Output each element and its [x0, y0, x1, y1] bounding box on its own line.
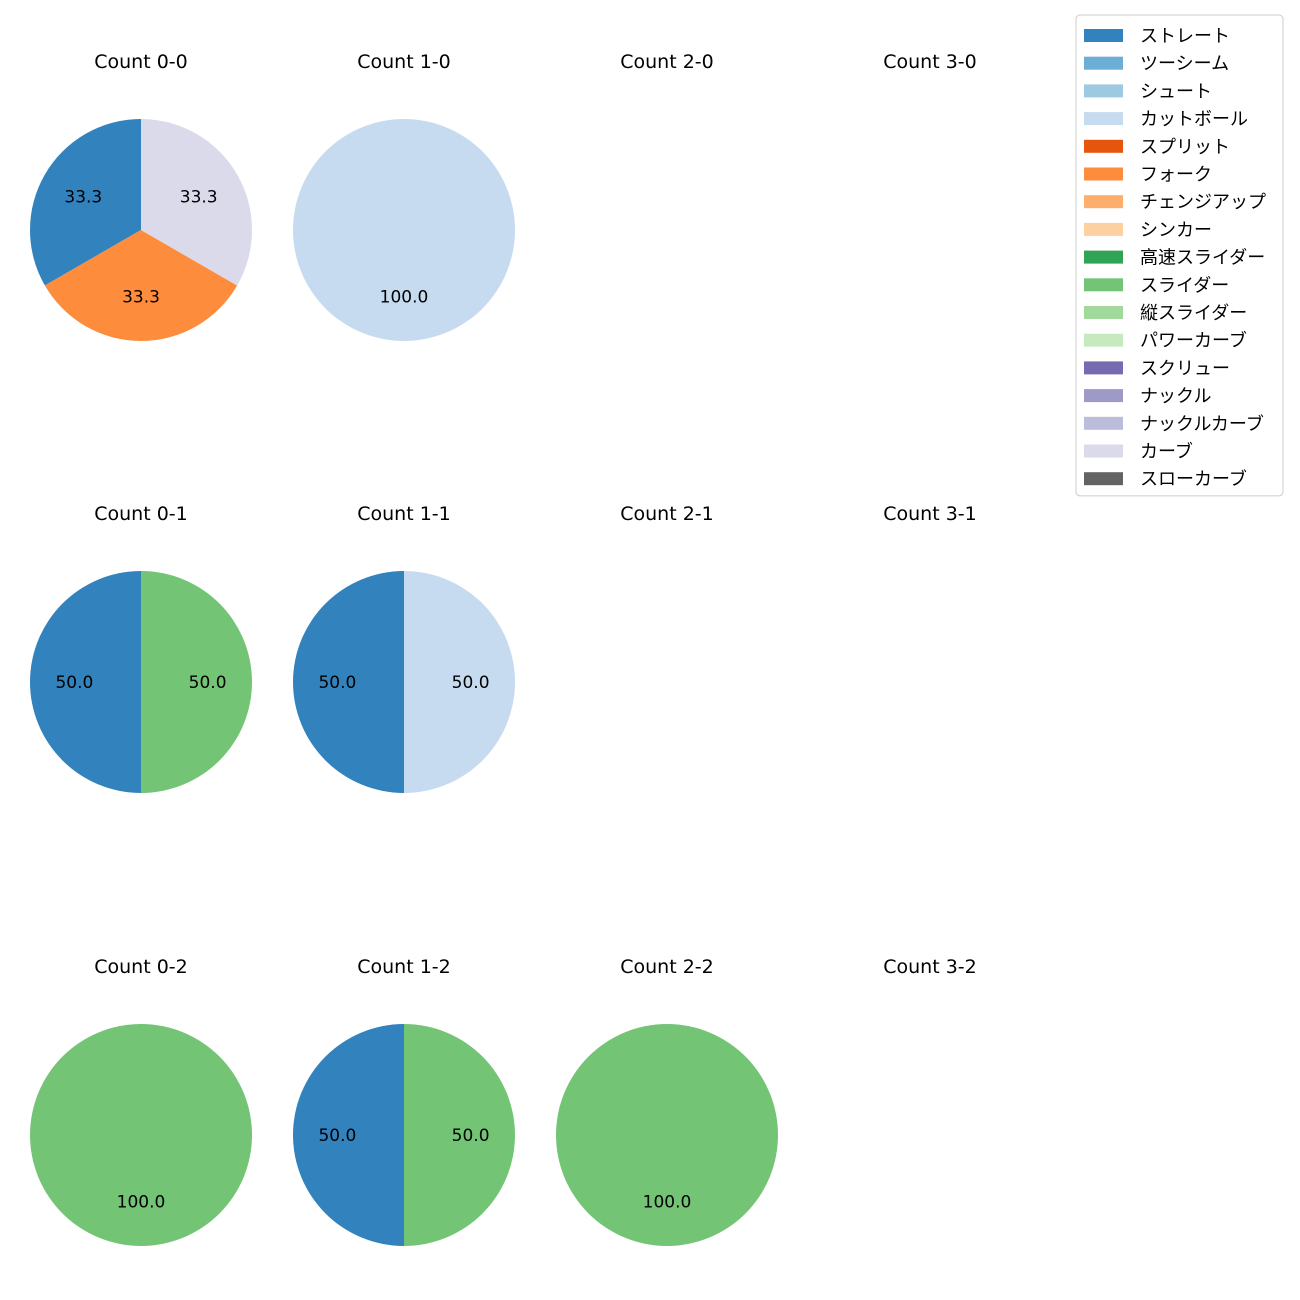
- pie-slice: [404, 571, 515, 793]
- legend-swatch: [1084, 29, 1123, 42]
- legend-label: カーブ: [1140, 441, 1193, 463]
- pie-slice: [293, 119, 515, 341]
- panel-title: Count 2-1: [620, 503, 714, 525]
- panel-title: Count 1-0: [357, 51, 451, 73]
- legend-swatch: [1084, 306, 1123, 319]
- pie-slice: [30, 571, 141, 793]
- legend-label: チェンジアップ: [1140, 192, 1266, 213]
- pie-panel: Count 3-0: [883, 51, 977, 73]
- panel-title: Count 1-1: [357, 503, 451, 525]
- legend-label: パワーカーブ: [1140, 330, 1247, 352]
- legend-label: ストレート: [1140, 26, 1230, 47]
- pie-slice: [29, 119, 141, 286]
- slice-label: 100.0: [117, 1193, 166, 1213]
- pie-slice: [30, 1024, 252, 1246]
- legend-swatch: [1084, 389, 1123, 403]
- legend-swatch: [1084, 361, 1123, 375]
- slice-label: 50.0: [452, 1126, 490, 1146]
- slice-label: 100.0: [643, 1193, 692, 1213]
- panel-title: Count 2-0: [620, 51, 714, 73]
- legend-label: ナックルカーブ: [1140, 413, 1264, 435]
- legend-label: 高速スライダー: [1140, 248, 1265, 269]
- slice-label: 50.0: [189, 673, 227, 693]
- legend-label: シュート: [1140, 81, 1212, 102]
- legend-swatch: [1084, 195, 1123, 209]
- legend-label: 縦スライダー: [1140, 303, 1247, 324]
- legend-label: ツーシーム: [1140, 54, 1229, 75]
- legend-swatch: [1084, 139, 1123, 153]
- panel-title: Count 0-1: [94, 503, 188, 525]
- slice-label: 50.0: [452, 673, 490, 693]
- slice-label: 100.0: [380, 288, 429, 308]
- panel-title: Count 2-2: [620, 956, 714, 978]
- pie-panel: Count 0-0 33.3 33.3 33.3: [29, 51, 253, 342]
- pie-panel: Count 3-2: [883, 956, 977, 978]
- legend-swatch: [1084, 222, 1123, 236]
- pie-slice: [556, 1024, 778, 1246]
- pie-panel: Count 1-0 100.0: [293, 51, 515, 341]
- legend-swatch: [1084, 250, 1123, 264]
- legend-swatch: [1084, 444, 1123, 458]
- panel-title: Count 0-0: [94, 51, 188, 73]
- pie-panel: Count 2-0: [620, 51, 714, 73]
- pie-panel: Count 1-1 50.0 50.0: [293, 503, 515, 793]
- legend-swatch: [1084, 333, 1123, 347]
- pie-panel: Count 1-2 50.0 50.0: [293, 956, 515, 1246]
- pie-panel: Count 2-2 100.0: [556, 956, 778, 1246]
- legend-label: スライダー: [1140, 275, 1229, 296]
- pie-slice: [293, 1024, 404, 1246]
- slice-label: 50.0: [318, 1126, 356, 1146]
- pie-slice: [44, 230, 238, 342]
- panel-title: Count 3-0: [883, 51, 977, 73]
- legend-label: スローカーブ: [1140, 468, 1247, 490]
- pie-slice: [141, 119, 253, 286]
- panel-title: Count 3-1: [883, 503, 977, 525]
- legend-label: スクリュー: [1140, 358, 1230, 379]
- slice-label: 33.3: [64, 188, 102, 208]
- legend-frame: [1075, 14, 1284, 497]
- pie-panel: Count 0-1 50.0 50.0: [30, 503, 252, 793]
- legend-label: スプリット: [1140, 137, 1230, 158]
- slice-label: 50.0: [318, 673, 356, 693]
- legend-label: フォーク: [1140, 165, 1212, 186]
- legend-swatch: [1084, 167, 1123, 181]
- legend-label: ナックル: [1140, 386, 1211, 407]
- legend-swatch: [1084, 56, 1123, 70]
- legend-swatch: [1084, 278, 1123, 292]
- pie-panel: Count 0-2 100.0: [30, 956, 252, 1246]
- panel-title: Count 1-2: [357, 956, 451, 978]
- legend-label: シンカー: [1140, 220, 1212, 241]
- slice-label: 33.3: [122, 288, 160, 308]
- legend-swatch: [1084, 416, 1123, 430]
- pie-slice: [293, 571, 404, 793]
- legend: ストレートツーシームシュートカットボールスプリットフォークチェンジアップシンカー…: [1075, 14, 1284, 497]
- slice-label: 50.0: [55, 673, 93, 693]
- panel-title: Count 3-2: [883, 956, 977, 978]
- legend-label: カットボール: [1140, 109, 1248, 130]
- pie-slice: [404, 1024, 515, 1246]
- pie-slice: [141, 571, 252, 793]
- panel-title: Count 0-2: [94, 956, 188, 978]
- pie-panel: Count 2-1: [620, 503, 714, 525]
- slice-label: 33.3: [180, 188, 218, 208]
- legend-swatch: [1084, 472, 1123, 486]
- pie-panel: Count 3-1: [883, 503, 977, 525]
- legend-swatch: [1084, 112, 1123, 126]
- legend-swatch: [1084, 84, 1123, 98]
